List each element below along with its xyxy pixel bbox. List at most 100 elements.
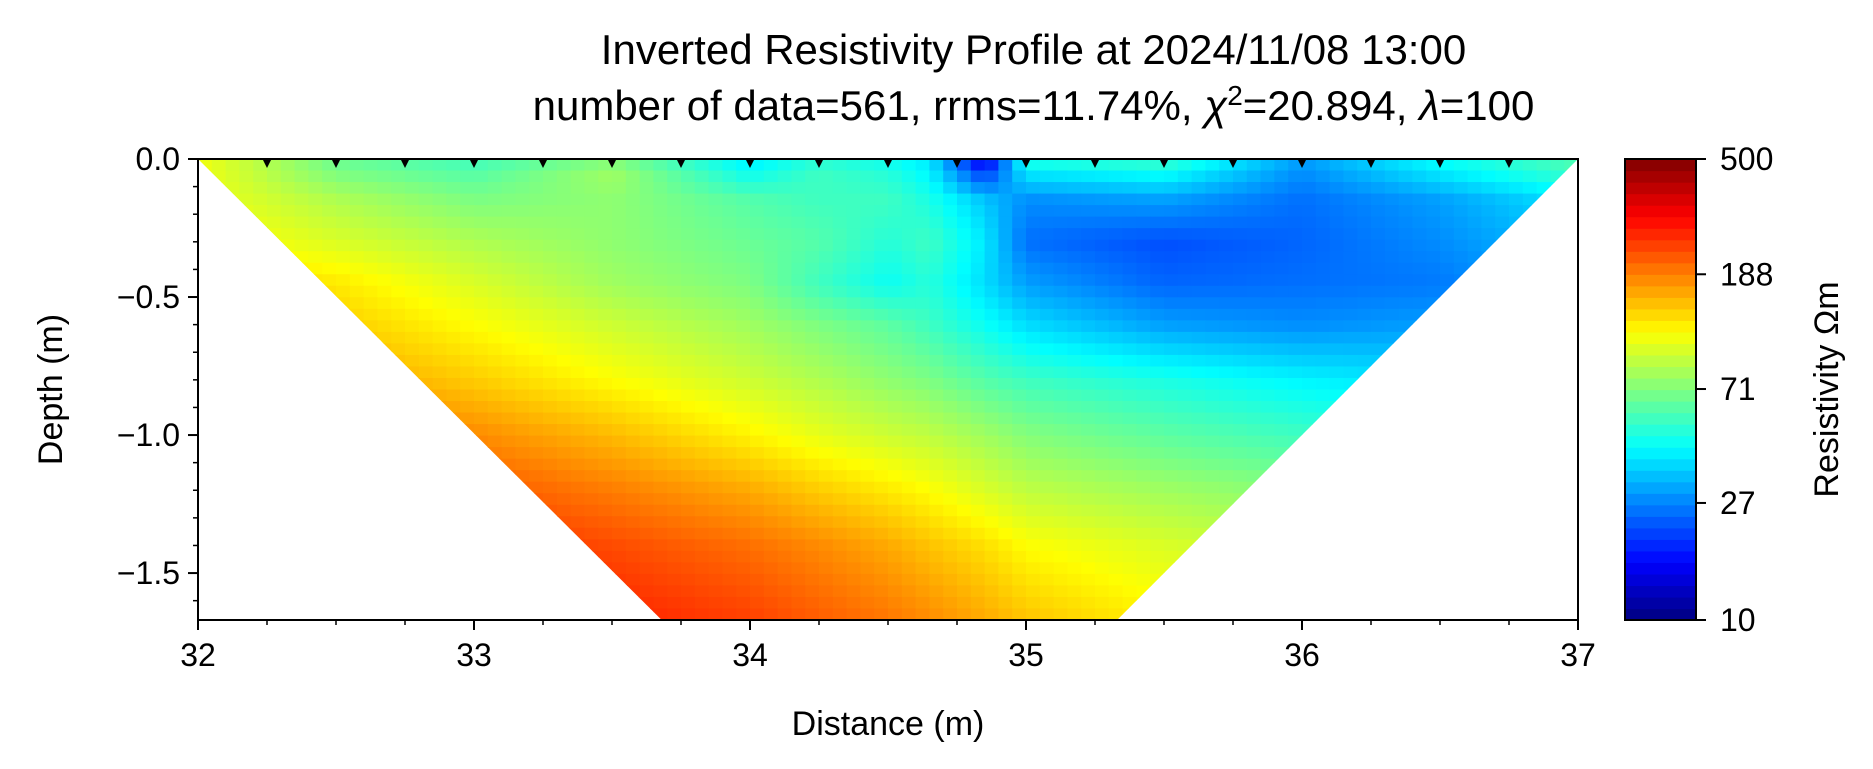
heatmap-cell xyxy=(1219,516,1234,529)
heatmap-cell xyxy=(1177,608,1193,620)
heatmap-cell xyxy=(1288,239,1303,252)
heatmap-cell xyxy=(1205,447,1220,460)
heatmap-cell xyxy=(667,424,682,437)
heatmap-cell xyxy=(708,239,723,252)
heatmap-cell xyxy=(1398,412,1413,425)
heatmap-cell xyxy=(1343,262,1358,275)
heatmap-cell xyxy=(681,262,696,275)
heatmap-cell xyxy=(1384,596,1400,610)
heatmap-cell xyxy=(487,412,503,425)
heatmap-cell xyxy=(1343,354,1358,368)
heatmap-cell xyxy=(1288,320,1303,333)
heatmap-cell xyxy=(1012,228,1027,241)
heatmap-cell xyxy=(584,527,599,540)
heatmap-cell xyxy=(874,274,889,287)
heatmap-cell xyxy=(1426,412,1441,425)
heatmap-cell xyxy=(1453,608,1469,620)
heatmap-cell xyxy=(1039,458,1055,471)
heatmap-cell xyxy=(1481,608,1496,620)
heatmap-cell xyxy=(1039,343,1055,356)
heatmap-cell xyxy=(888,470,903,483)
heatmap-cell xyxy=(708,297,723,310)
heatmap-cell xyxy=(819,424,834,437)
heatmap-cell xyxy=(1550,159,1565,172)
heatmap-cell xyxy=(1371,401,1386,414)
heatmap-cell xyxy=(239,159,254,172)
heatmap-cell xyxy=(1495,308,1510,321)
heatmap-cell xyxy=(253,539,268,552)
heatmap-cell xyxy=(308,550,323,563)
heatmap-cell xyxy=(694,550,710,563)
heatmap-cell xyxy=(1026,366,1041,379)
heatmap-cell xyxy=(791,297,806,310)
heatmap-cell xyxy=(1274,458,1289,471)
heatmap-cell xyxy=(736,585,751,598)
heatmap-cell xyxy=(253,493,268,506)
heatmap-cell xyxy=(1039,285,1055,298)
heatmap-cell xyxy=(556,377,572,391)
heatmap-cell xyxy=(1302,389,1317,402)
heatmap-cell xyxy=(1246,470,1262,483)
heatmap-cell xyxy=(639,573,654,587)
heatmap-cell xyxy=(1495,320,1510,333)
heatmap-cell xyxy=(1150,297,1165,310)
heatmap-cell xyxy=(901,216,917,229)
heatmap-cell xyxy=(1150,170,1165,183)
heatmap-cell xyxy=(791,424,806,437)
heatmap-cell xyxy=(846,228,861,241)
heatmap-cell xyxy=(1122,481,1137,494)
colorbar-band xyxy=(1625,412,1696,425)
heatmap-cell xyxy=(1012,550,1027,563)
heatmap-cell xyxy=(1233,331,1248,345)
heatmap-cell xyxy=(336,366,351,379)
colorbar-band xyxy=(1625,262,1696,275)
heatmap-cell xyxy=(1095,159,1110,172)
electrode-marker xyxy=(332,160,340,168)
heatmap-cell xyxy=(1191,389,1206,402)
heatmap-cell xyxy=(280,251,296,264)
heatmap-cell xyxy=(432,481,447,494)
heatmap-cell xyxy=(1233,608,1248,620)
heatmap-cell xyxy=(1302,228,1317,241)
heatmap-cell xyxy=(529,527,544,540)
heatmap-cell xyxy=(211,308,227,321)
heatmap-cell xyxy=(1384,354,1400,368)
heatmap-cell xyxy=(280,262,296,275)
heatmap-cell xyxy=(1081,354,1096,368)
heatmap-cell xyxy=(1398,424,1413,437)
heatmap-cell xyxy=(888,205,903,218)
heatmap-cell xyxy=(846,262,861,275)
heatmap-cell xyxy=(1315,424,1331,437)
heatmap-cell xyxy=(653,205,668,218)
heatmap-cell xyxy=(653,193,668,206)
heatmap-cell xyxy=(929,239,944,252)
heatmap-cell xyxy=(1371,412,1386,425)
heatmap-cell xyxy=(349,585,365,598)
heatmap-cell xyxy=(970,435,986,448)
heatmap-cell xyxy=(1026,412,1041,425)
heatmap-cell xyxy=(1481,596,1496,610)
colorbar-band xyxy=(1625,562,1696,575)
heatmap-cell xyxy=(984,516,999,529)
heatmap-cell xyxy=(667,193,682,206)
heatmap-cell xyxy=(515,205,530,218)
heatmap-cell xyxy=(1108,228,1124,241)
heatmap-cell xyxy=(584,170,599,183)
heatmap-cell xyxy=(1177,585,1193,598)
heatmap-cell xyxy=(998,573,1013,587)
heatmap-cell xyxy=(1550,308,1565,321)
heatmap-cell xyxy=(267,539,282,552)
heatmap-cell xyxy=(198,343,213,356)
heatmap-cell xyxy=(888,297,903,310)
heatmap-cell xyxy=(1343,412,1358,425)
heatmap-cell xyxy=(1481,458,1496,471)
heatmap-cell xyxy=(1095,608,1110,620)
heatmap-cell xyxy=(612,493,627,506)
heatmap-cell xyxy=(556,447,572,460)
heatmap-cell xyxy=(418,447,434,460)
heatmap-cell xyxy=(211,170,227,183)
heatmap-cell xyxy=(625,182,641,195)
heatmap-cell xyxy=(391,458,406,471)
heatmap-cell xyxy=(1495,401,1510,414)
heatmap-cell xyxy=(667,297,682,310)
